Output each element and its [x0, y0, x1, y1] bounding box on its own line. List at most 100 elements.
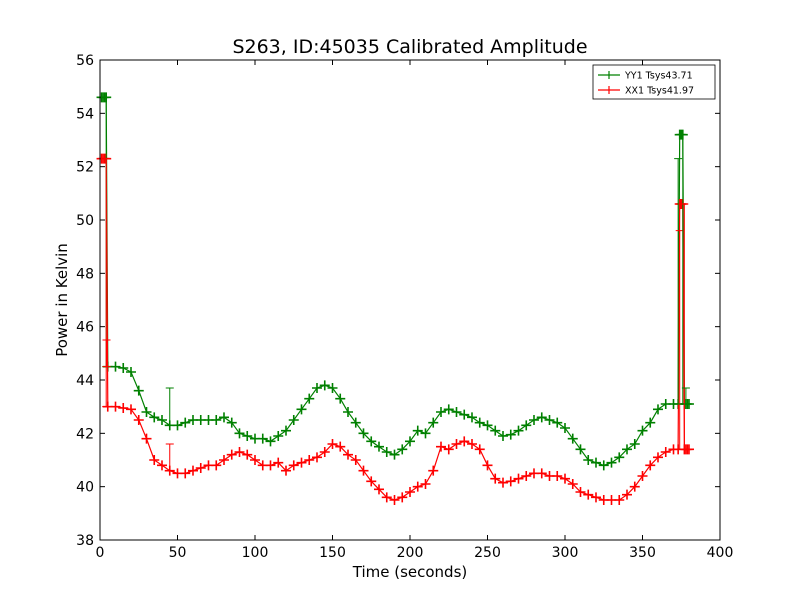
data-point [366, 476, 377, 487]
data-point [312, 383, 322, 393]
data-point [350, 417, 361, 428]
data-point [219, 412, 229, 423]
data-point [614, 452, 625, 463]
data-point [126, 367, 136, 377]
data-point [467, 412, 477, 423]
data-point [381, 447, 392, 457]
data-point [110, 361, 121, 372]
data-point [211, 460, 222, 471]
data-point [583, 455, 594, 465]
data-point [536, 468, 547, 479]
series-0 [96, 92, 694, 471]
data-point [443, 444, 454, 455]
data-point [281, 425, 291, 436]
plot-area [96, 92, 694, 505]
data-point [257, 433, 268, 444]
data-point [498, 477, 508, 488]
x-tick-label: 200 [397, 545, 424, 561]
x-tick-label: 300 [552, 545, 579, 561]
y-tick-label: 44 [76, 373, 94, 389]
data-point [397, 492, 408, 503]
data-point [288, 460, 299, 471]
data-point [296, 404, 307, 415]
data-point [118, 363, 129, 373]
data-point [412, 425, 423, 436]
data-point [521, 471, 532, 481]
data-point [436, 441, 446, 452]
chart-title: S263, ID:45035 Calibrated Amplitude [232, 36, 587, 58]
y-tick-label: 56 [76, 53, 94, 69]
legend: YY1 Tsys43.71 XX1 Tsys41.97 [592, 64, 716, 100]
data-point [645, 460, 656, 471]
data-point [536, 412, 547, 423]
data-point [428, 417, 439, 428]
data-point [141, 433, 152, 444]
data-point [420, 428, 431, 439]
data-point [180, 468, 191, 479]
data-point [110, 401, 121, 412]
data-point [660, 447, 671, 457]
data-point [397, 444, 408, 455]
data-point [319, 380, 330, 391]
data-point [157, 460, 167, 471]
y-tick-label: 48 [76, 266, 94, 282]
data-point [451, 407, 462, 417]
data-point [552, 471, 563, 481]
series-line [101, 158, 689, 501]
data-point [343, 407, 353, 417]
data-point [389, 495, 400, 505]
data-point [598, 460, 609, 471]
data-point [498, 431, 508, 441]
data-point [180, 417, 191, 428]
error-bar [102, 339, 111, 368]
data-point [288, 415, 299, 425]
data-point [552, 417, 563, 428]
x-tick-label: 350 [629, 545, 656, 561]
data-point [126, 404, 136, 415]
data-point [234, 447, 245, 457]
error-bar [674, 158, 683, 405]
legend-item: YY1 Tsys43.71 [598, 71, 693, 82]
x-tick-label: 100 [242, 545, 269, 561]
data-point [296, 457, 307, 468]
y-tick-label: 46 [76, 320, 94, 336]
data-point [513, 425, 524, 436]
data-point [335, 393, 346, 404]
data-point [381, 492, 392, 503]
data-point [474, 417, 485, 428]
data-point [591, 457, 601, 468]
data-point [443, 404, 454, 415]
y-tick-label: 42 [76, 426, 94, 442]
x-tick-label: 250 [474, 545, 501, 561]
data-point [606, 457, 617, 468]
data-point [653, 452, 663, 463]
data-point [529, 415, 539, 425]
data-point [583, 489, 594, 500]
data-point [327, 383, 338, 393]
data-point [560, 473, 570, 484]
data-point [327, 439, 338, 449]
series-line [101, 96, 689, 466]
data-point [505, 476, 516, 487]
data-point [575, 487, 586, 497]
data-point [250, 455, 260, 465]
error-bar [681, 387, 690, 405]
y-tick-label: 52 [76, 160, 94, 176]
data-point [622, 444, 632, 455]
data-point [149, 412, 160, 423]
data-point [420, 479, 431, 489]
legend-label: XX1 Tsys41.97 [625, 86, 694, 97]
data-point [482, 420, 493, 431]
data-point [567, 479, 578, 489]
series-1 [96, 153, 694, 505]
data-point [188, 465, 198, 476]
x-tick-label: 400 [707, 545, 734, 561]
y-tick-label: 54 [76, 106, 94, 122]
data-point [629, 439, 640, 449]
data-point [405, 487, 415, 497]
data-point [343, 449, 353, 460]
error-bar [165, 443, 174, 472]
data-point [133, 415, 144, 425]
data-point [645, 417, 656, 428]
